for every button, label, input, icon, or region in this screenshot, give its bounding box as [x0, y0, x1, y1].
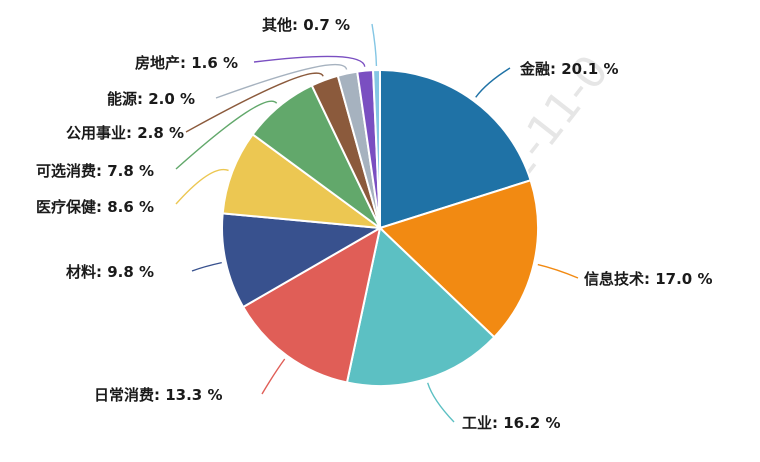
pie-slices — [221, 68, 539, 387]
pie-slice-5 — [221, 212, 384, 309]
pie-slice-4 — [241, 226, 382, 384]
pie-slice-11 — [372, 68, 381, 229]
slice-label-6: 医疗保健: 8.6 % — [36, 198, 154, 216]
slice-labels: 金融: 20.1 % 信息技术: 17.0 % 工业: 16.2 % 日常消费: 13… — [36, 16, 712, 432]
leader-line-9 — [215, 63, 348, 99]
leader-lines — [175, 23, 579, 423]
leader-line-8 — [185, 72, 324, 133]
leader-line-2 — [537, 263, 579, 279]
leader-line-5 — [191, 261, 222, 272]
leader-line-11 — [371, 23, 378, 67]
pie-slice-2 — [378, 179, 539, 339]
slice-label-9: 能源: 2.0 % — [107, 90, 195, 108]
slice-label-3: 工业: 16.2 % — [462, 414, 560, 432]
leader-line-1 — [475, 67, 511, 98]
slice-label-7: 可选消费: 7.8 % — [36, 162, 154, 180]
leader-line-4 — [261, 358, 286, 395]
slice-label-11: 其他: 0.7 % — [262, 16, 350, 34]
slice-label-10: 房地产: 1.6 % — [135, 54, 238, 72]
leader-line-3 — [427, 382, 455, 423]
slice-label-2: 信息技术: 17.0 % — [584, 270, 712, 288]
leader-line-7 — [175, 100, 278, 170]
slice-label-1: 金融: 20.1 % — [519, 60, 618, 78]
pie-slice-3 — [345, 226, 496, 387]
pie-slice-1 — [379, 68, 532, 230]
leader-line-6 — [175, 168, 229, 205]
leader-line-10 — [253, 55, 366, 67]
slice-label-4: 日常消费: 13.3 % — [94, 386, 222, 404]
slice-label-5: 材料: 9.8 % — [66, 263, 154, 281]
pie-slice-6 — [221, 133, 384, 230]
slice-label-8: 公用事业: 2.8 % — [66, 124, 184, 142]
